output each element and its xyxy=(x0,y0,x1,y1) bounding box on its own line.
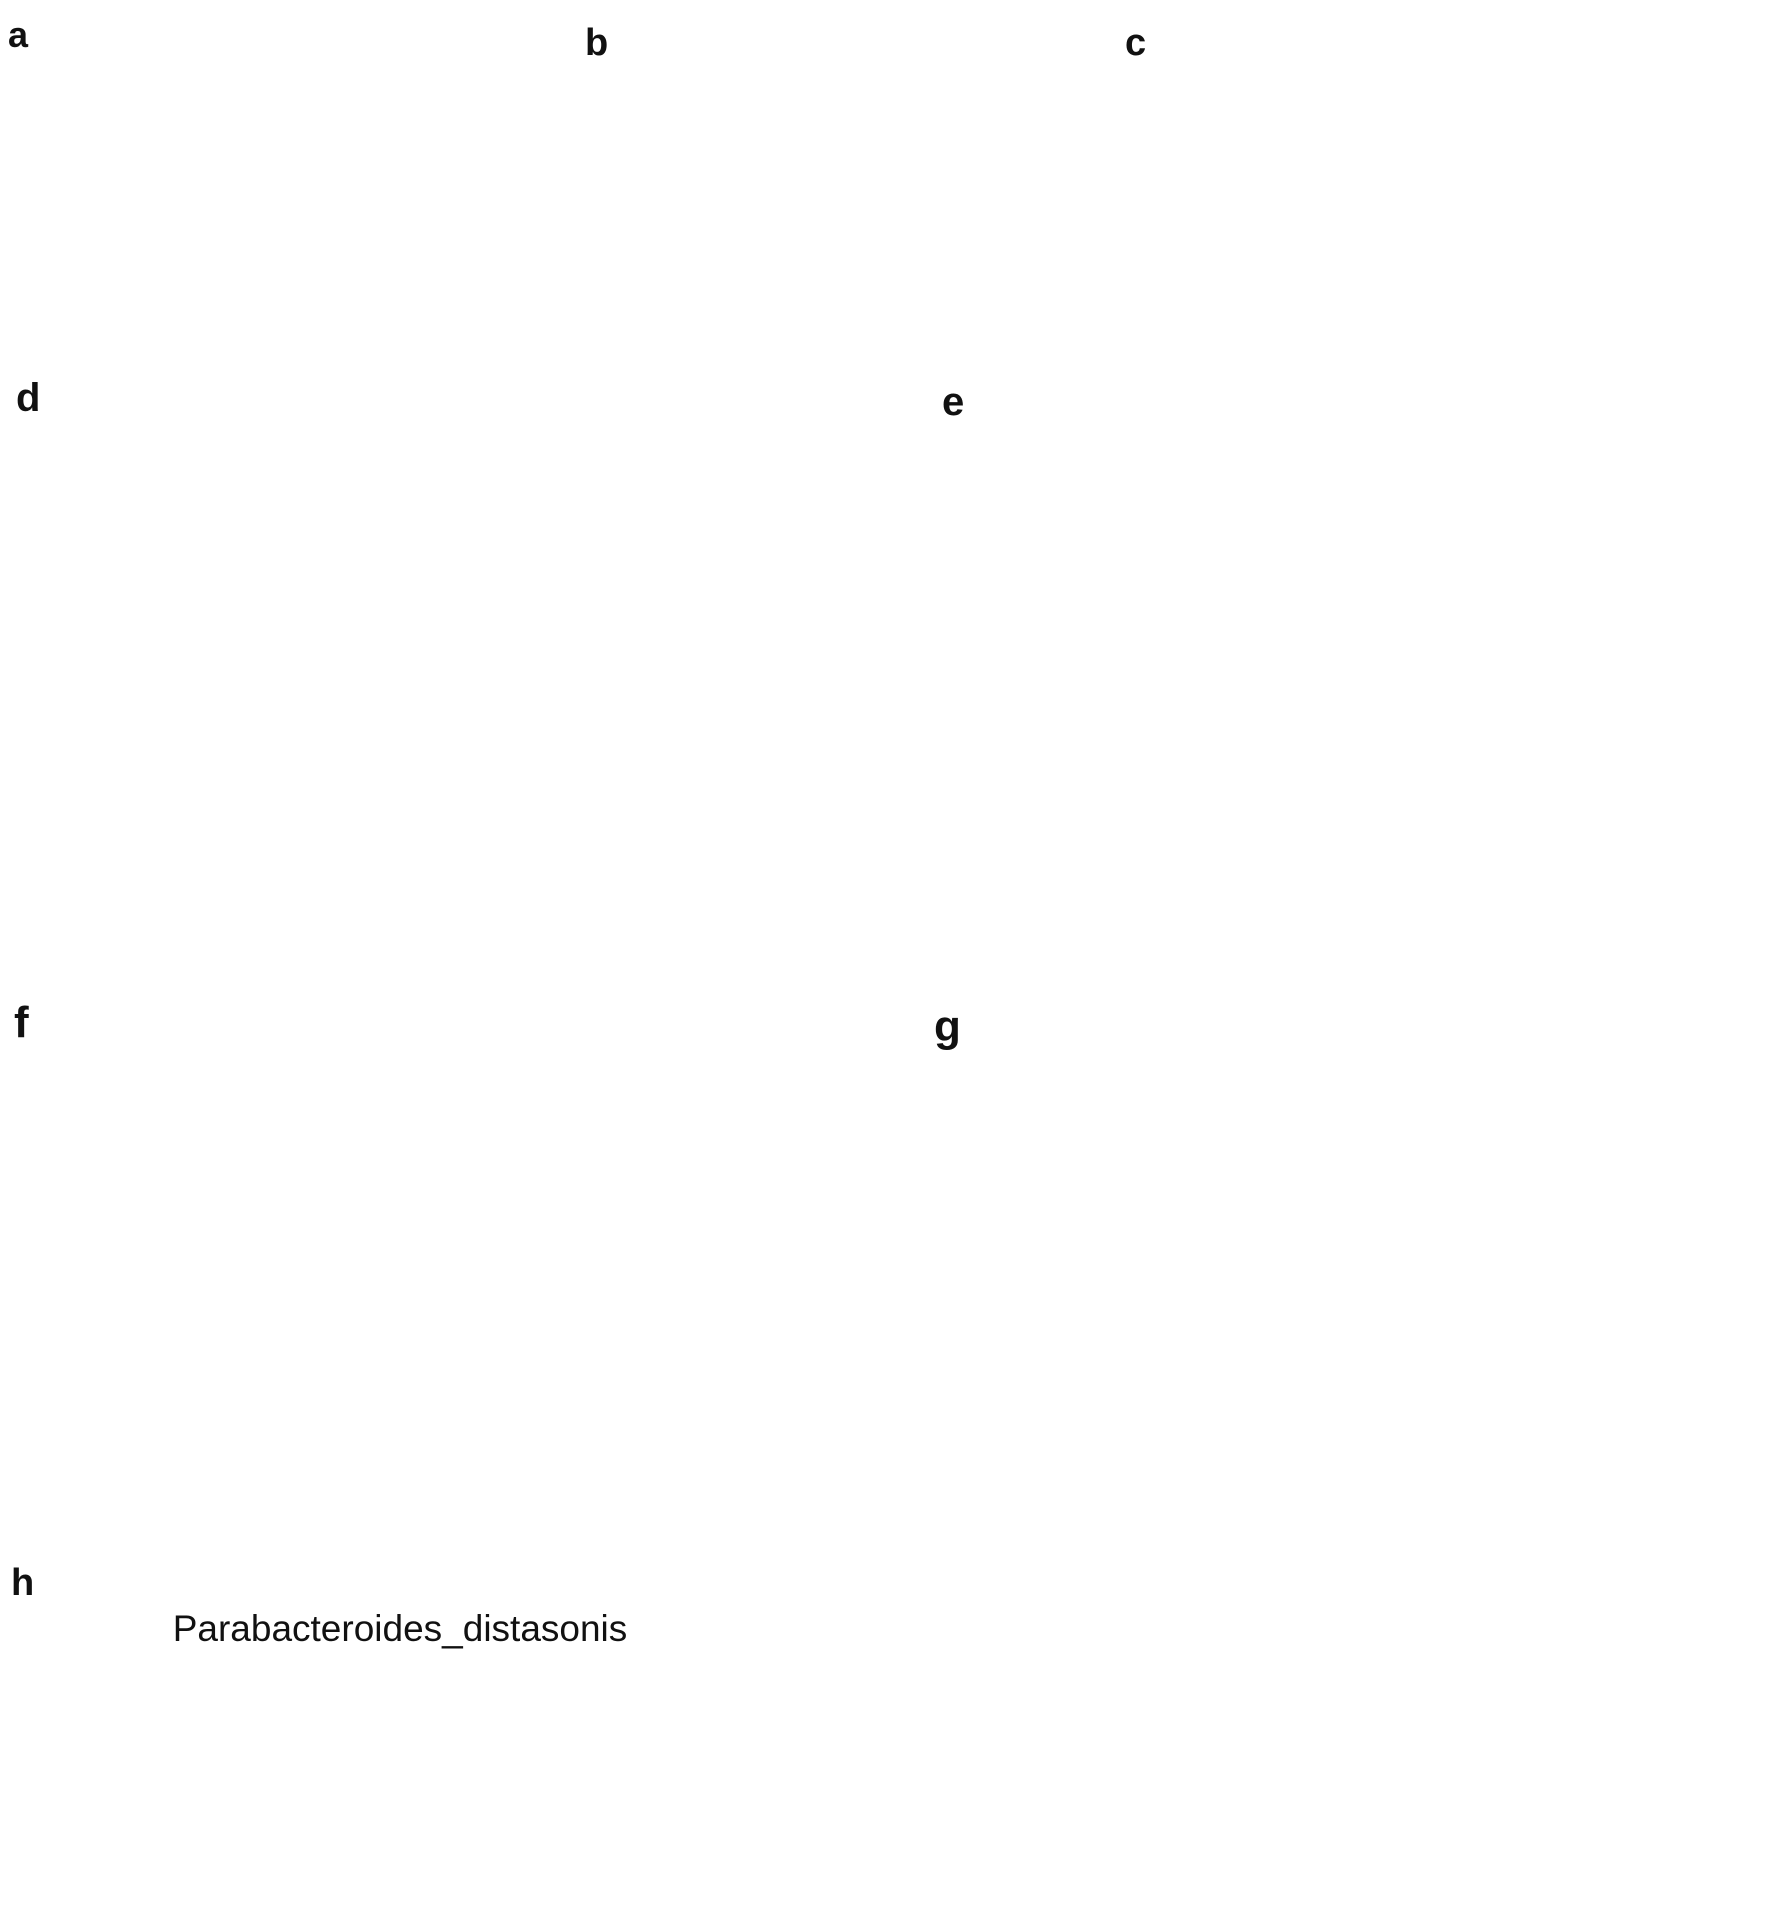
panel-letter-f: f xyxy=(14,998,29,1047)
distasonis-bar-charts xyxy=(0,1560,760,1923)
panel-e-species: e xyxy=(930,310,1770,940)
panel-letter-c: c xyxy=(1125,22,1147,64)
panel-letter-a: a xyxy=(8,14,29,55)
panel-b-chao1: b xyxy=(560,0,1100,360)
panel-letter-b: b xyxy=(585,22,609,64)
panel-a-rarefaction: a xyxy=(0,0,560,330)
panel-g-lefse-ib: g xyxy=(860,940,1770,1923)
panel-f-lefse-sb: f xyxy=(0,940,940,1560)
panel-h-distasonis: h Parabacteroides_distasonis xyxy=(0,1560,760,1923)
panel-letter-d: d xyxy=(16,376,41,420)
panel-c-braycurtis: c xyxy=(1100,0,1770,360)
rarefaction-chart xyxy=(0,0,560,330)
panel-letter-e: e xyxy=(942,380,965,424)
braycurtis-boxplot xyxy=(1100,0,1770,360)
panel-letter-h: h xyxy=(11,1562,35,1604)
lefse-chart-sb xyxy=(0,940,940,1560)
species-stacked-bars xyxy=(930,310,1770,940)
lefse-chart-ib xyxy=(860,940,1770,1923)
panel-letter-g: g xyxy=(934,1002,961,1051)
panel-d-phylum: d xyxy=(0,310,930,940)
phylum-stacked-bars xyxy=(0,310,930,940)
h-panel-title: Parabacteroides_distasonis xyxy=(172,1608,628,1649)
chao1-boxplot xyxy=(560,0,1100,360)
